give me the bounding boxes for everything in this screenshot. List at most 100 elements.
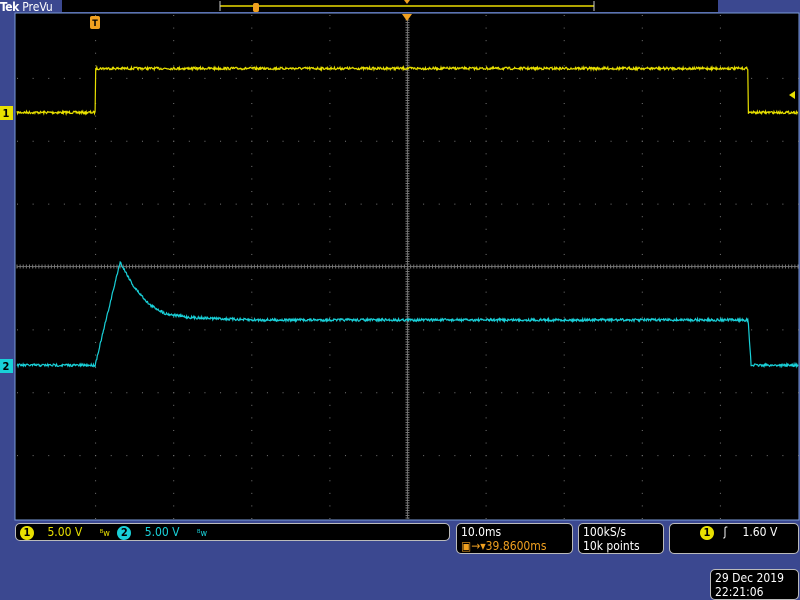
grid-dot [204,392,206,394]
grid-dot [782,203,784,205]
grid-dot [485,392,487,394]
overview-center-marker-icon [404,0,410,4]
rising-edge-icon: ʃ [723,525,728,539]
vertical-readout[interactable]: 1 5.00 V ᴮw 2 5.00 V ᴮw [15,523,450,541]
grid-dot [485,518,487,519]
grid-dot [220,203,222,205]
grid-dot [391,203,393,205]
grid-dot [485,505,487,507]
grid-dot [641,40,643,42]
grid-dot [563,65,565,67]
grid-dot [251,417,253,419]
trigger-readout[interactable]: 1 ʃ 1.60 V [669,523,799,554]
grid-dot [95,341,97,343]
grid-dot [594,140,596,142]
expansion-point-icon [402,14,412,21]
svg-text:2: 2 [3,360,10,373]
grid-dot [798,455,799,457]
grid-dot [188,203,190,205]
grid-dot [594,392,596,394]
grid-dot [95,329,97,331]
grid-dot [173,304,175,306]
grid-dot [251,467,253,469]
grid-dot [641,367,643,369]
grid-dot [532,140,534,142]
grid-dot [563,455,565,457]
grid-dot [485,367,487,369]
grid-dot [798,203,799,205]
grid-dot [329,492,331,494]
grid-dot [485,128,487,130]
grid-dot [329,467,331,469]
grid-dot [657,77,659,79]
grid-dot [95,455,97,457]
acquisition-readout[interactable]: 100kS/s 10k points [578,523,664,554]
grid-dot [641,15,643,16]
grid-dot [173,15,175,16]
ch2-badge: 2 [117,526,132,540]
grid-dot [251,115,253,117]
grid-dot [345,455,347,457]
grid-dot [641,253,643,255]
trigger-level-marker-icon[interactable] [789,91,795,99]
grid-dot [485,341,487,343]
grid-dot [766,77,768,79]
grid-dot [79,203,81,205]
grid-dot [188,77,190,79]
grid-dot [251,367,253,369]
grid-dot [391,329,393,331]
grid-dot [204,77,206,79]
grid-dot [626,392,628,394]
grid-dot [251,153,253,155]
record-overview[interactable] [62,0,718,12]
grid-dot [485,404,487,406]
grid-dot [360,140,362,142]
ch2-ground-marker-icon[interactable]: 2 [0,359,13,373]
grid-dot [345,140,347,142]
grid-dot [563,367,565,369]
grid-dot [454,140,456,142]
grid-dot [657,203,659,205]
grid-dot [95,392,97,394]
grid-dot [485,379,487,381]
grid-dot [95,279,97,281]
grid-dot [329,178,331,180]
grid-dot [79,140,81,142]
grid-dot [266,140,268,142]
waveform-display[interactable]: T 1 2 [0,0,800,530]
grid-dot [485,153,487,155]
grid-dot [563,27,565,29]
grid-dot [313,392,315,394]
grid-dot [173,480,175,482]
grid-dot [251,492,253,494]
mode-label: PreVu [22,0,53,14]
grid-dot [485,429,487,431]
grid-dot [298,455,300,457]
grid-dot [17,140,18,142]
grid-dot [329,505,331,507]
grid-dot [563,241,565,243]
horizontal-readout[interactable]: 10.0ms ▣→▾39.8600ms [456,523,573,554]
grid-dot [251,304,253,306]
ch2-scale: 5.00 V [144,525,180,539]
grid-dot [485,165,487,167]
grid-dot [563,90,565,92]
date: 29 Dec 2019 [715,571,784,585]
grid-dot [251,253,253,255]
grid-dot [641,417,643,419]
grid-dot [173,492,175,494]
grid-dot [719,65,721,67]
grid-dot [719,379,721,381]
grid-dot [173,27,175,29]
grid-dot [735,329,737,331]
grid-dot [548,392,550,394]
grid-dot [173,367,175,369]
grid-dot [532,203,534,205]
grid-dot [173,77,175,79]
grid-dot [782,455,784,457]
grid-dot [329,354,331,356]
grid-dot [329,115,331,117]
grid-dot [751,77,753,79]
grid-dot [173,52,175,54]
ch1-ground-marker-icon[interactable]: 1 [0,106,13,120]
